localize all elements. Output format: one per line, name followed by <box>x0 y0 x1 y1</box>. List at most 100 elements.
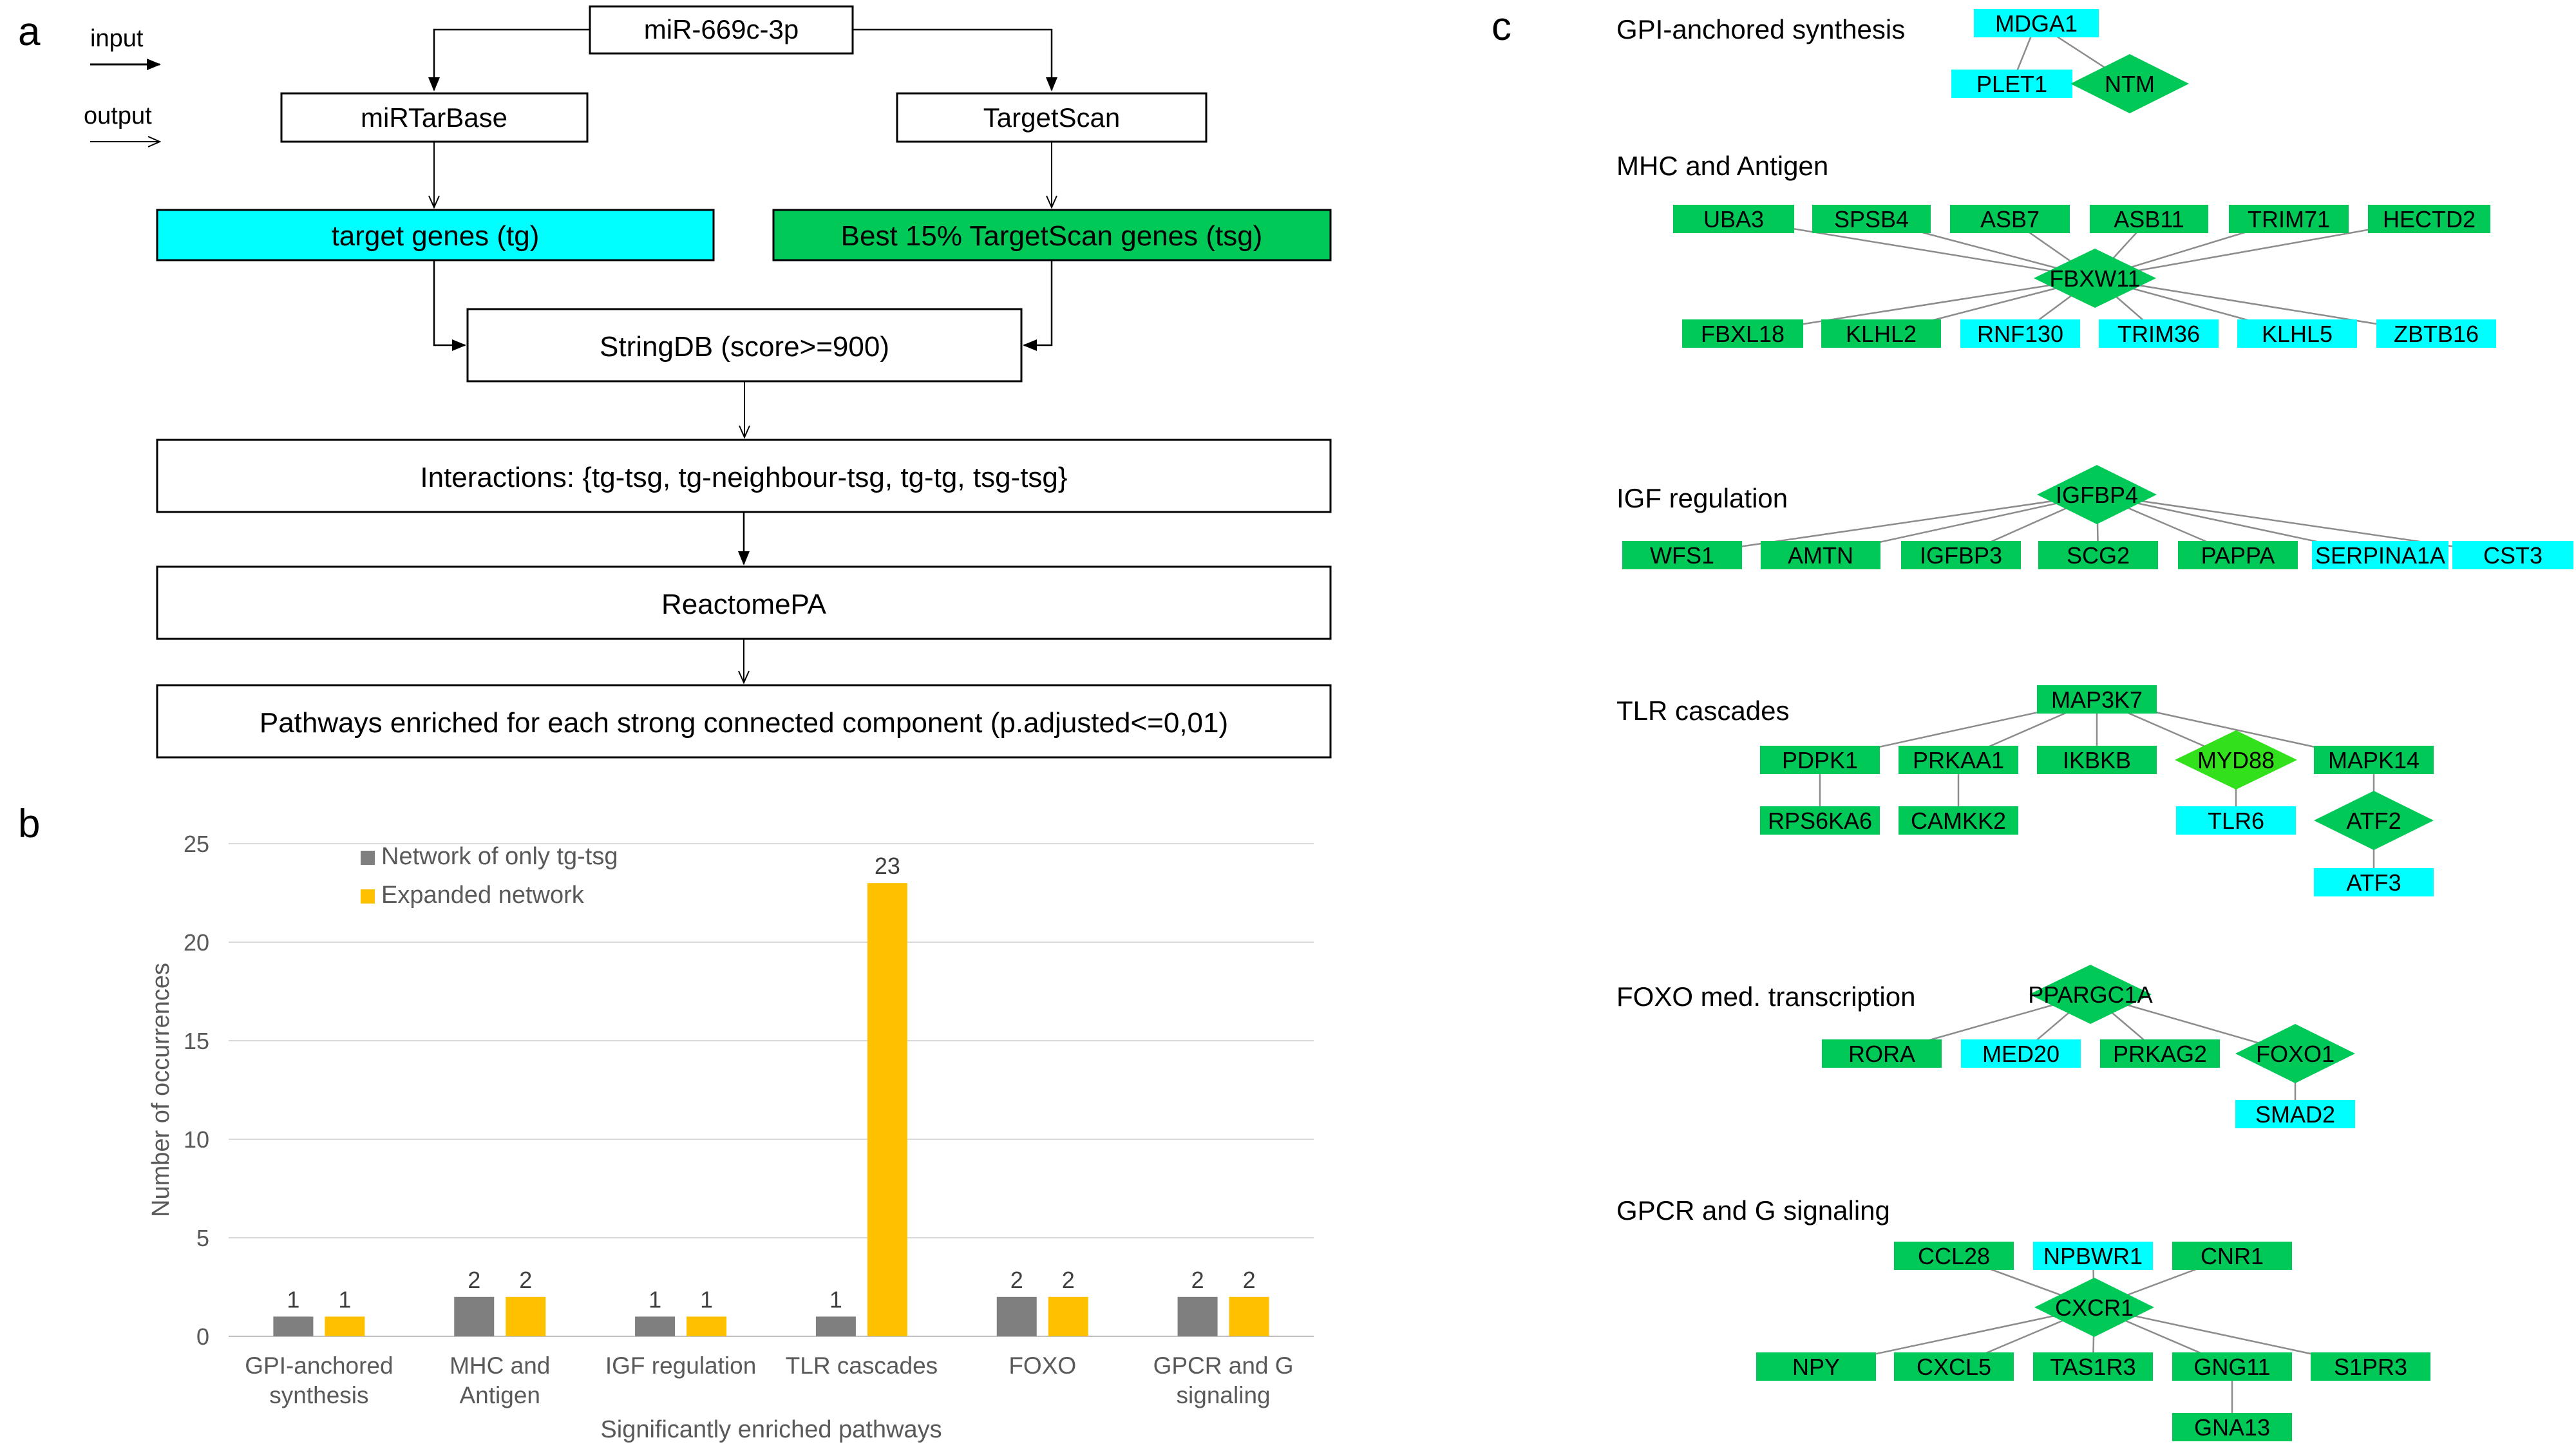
gene-node-rect <box>1756 1352 1876 1381</box>
bar <box>1177 1296 1218 1336</box>
gene-label: SPSB4 <box>1834 206 1909 232</box>
gene-node-diamond <box>2314 791 2434 850</box>
gene-label: CCL28 <box>1918 1243 1990 1269</box>
gene-node-rect <box>2229 205 2349 233</box>
gene-label: CST3 <box>2483 542 2543 569</box>
gene-label: ZBTB16 <box>2394 321 2479 347</box>
gene-node-rect <box>1760 806 1880 835</box>
gene-label: PDPK1 <box>1782 747 1858 773</box>
gene-label: MED20 <box>1982 1041 2060 1067</box>
y-tick-label: 25 <box>184 831 209 857</box>
panel-c: c GPI-anchored synthesis MHC and Antigen… <box>1492 5 2573 1441</box>
pathways-box <box>156 684 1332 759</box>
gene-label: MAPK14 <box>2328 747 2420 773</box>
gene-label: ATF3 <box>2346 869 2401 896</box>
gene-label: PRKAA1 <box>1913 747 2004 773</box>
bar <box>454 1296 495 1336</box>
gene-label: AMTN <box>1788 542 1853 569</box>
gene-label: SMAD2 <box>2255 1101 2335 1128</box>
panel-c-label: c <box>1492 5 1511 49</box>
network-group: CCL28 NPBWR1 CNR1 CXCR1 NPY CXCL5 TAS1R3 GNG11 S… <box>1756 1242 2430 1441</box>
arrow-tsg-to-stringdb <box>1023 260 1053 351</box>
y-tick-label: 10 <box>184 1126 209 1153</box>
gene-node-rect <box>2312 541 2448 569</box>
bar-value-label: 2 <box>1062 1267 1075 1293</box>
bar <box>687 1316 727 1336</box>
gene-node-rect <box>2237 319 2357 348</box>
x-tick-label: MHC and <box>450 1352 550 1379</box>
gene-label: ATF2 <box>2346 808 2401 834</box>
legend-label: Expanded network <box>381 882 585 909</box>
x-tick-label: signaling <box>1177 1382 1271 1408</box>
gene-label: TAS1R3 <box>2050 1354 2136 1380</box>
gene-node-rect <box>2314 868 2434 896</box>
gene-node-rect <box>2172 1242 2292 1270</box>
group-title-gpi: GPI-anchored synthesis <box>1616 14 1905 44</box>
networks: MDGA1 PLET1 NTM UBA3 SPSB4 ASB7 ASB11 TRIM71 HEC… <box>1622 9 2573 1441</box>
gene-label: NPY <box>1792 1354 1840 1380</box>
gene-node-rect <box>1951 70 2072 98</box>
bar-value-label: 1 <box>338 1286 351 1312</box>
gene-label: ASB7 <box>1980 206 2040 232</box>
gene-node-diamond <box>2175 730 2297 790</box>
gene-label: RORA <box>1848 1041 1915 1067</box>
gene-label: MYD88 <box>2197 747 2275 773</box>
bar-value-label: 1 <box>649 1286 661 1312</box>
gene-node-rect <box>1901 541 2021 569</box>
tsg-label: Best 15% TargetScan genes (tsg) <box>841 220 1263 252</box>
group-title-tlr: TLR cascades <box>1616 696 1789 726</box>
group-title-igf: IGF regulation <box>1616 483 1788 513</box>
arrow-mirna-to-mirtarbase <box>428 28 590 91</box>
gene-node-rect <box>1899 746 2018 774</box>
gene-node-diamond <box>2034 1278 2154 1337</box>
gene-node-rect <box>1894 1242 2014 1270</box>
gene-node-rect <box>2376 319 2496 348</box>
gene-node-diamond <box>2034 249 2156 308</box>
mirtarbase-label: miRTarBase <box>361 102 507 133</box>
tg-label: target genes (tg) <box>332 220 540 252</box>
gene-node-rect <box>1961 1039 2081 1068</box>
group-title-foxo: FOXO med. transcription <box>1616 981 1915 1012</box>
group-title-gpcr: GPCR and G signaling <box>1616 1195 1890 1226</box>
panel-b: b 0 5 10 15 20 25 1 1 GPI-anchored synthesis 2 2 MHC… <box>18 802 1314 1443</box>
gene-label: NPBWR1 <box>2043 1243 2143 1269</box>
x-tick-label: synthesis <box>269 1382 368 1408</box>
bar <box>1229 1296 1269 1336</box>
bar <box>815 1316 856 1336</box>
panel-b-label: b <box>18 802 40 846</box>
legend-swatch <box>361 851 375 865</box>
bar-value-label: 1 <box>700 1286 713 1312</box>
gene-node-rect <box>1673 205 1794 233</box>
gene-node-rect <box>1760 746 1880 774</box>
gene-label: CXCR1 <box>2055 1294 2134 1321</box>
x-tick-label: TLR cascades <box>786 1352 938 1379</box>
reactome-label: ReactomePA <box>661 589 827 620</box>
bar <box>325 1316 365 1336</box>
gene-label: GNA13 <box>2194 1414 2270 1441</box>
legend-output-label: output <box>84 102 152 129</box>
gene-node-rect <box>2038 541 2158 569</box>
gene-node-rect <box>2172 1352 2292 1381</box>
legend-input-label: input <box>90 25 144 52</box>
network-group: IGFBP4 WFS1 AMTN IGFBP3 SCG2 PAPPA SERPINA1A CS… <box>1622 465 2573 569</box>
gene-label: SCG2 <box>2067 542 2130 569</box>
panel-a-label: a <box>18 10 41 54</box>
gene-label: TLR6 <box>2208 808 2264 834</box>
x-tick-label: FOXO <box>1009 1352 1076 1379</box>
network-group: MAP3K7 PDPK1 PRKAA1 IKBKB MYD88 MAPK14 RPS6KA6… <box>1760 685 2434 896</box>
y-tick-label: 15 <box>184 1028 209 1054</box>
gene-node-rect <box>2033 1242 2153 1270</box>
tsg-box <box>772 209 1332 261</box>
gene-label: RPS6KA6 <box>1768 808 1872 834</box>
gene-node-rect <box>2033 1352 2153 1381</box>
panel-a: a input output miR-669c-3p miRTarBase Ta… <box>18 5 1332 759</box>
gene-label: WFS1 <box>1650 542 1714 569</box>
gene-node-rect <box>2452 541 2573 569</box>
gene-node-rect <box>2176 806 2296 835</box>
gene-node-rect <box>1821 319 1941 348</box>
mirtarbase-box <box>280 92 589 143</box>
gene-label: KLHL5 <box>2262 321 2333 347</box>
y-tick-label: 20 <box>184 929 209 956</box>
gene-node-rect <box>1950 205 2070 233</box>
gene-node-rect <box>2037 685 2157 714</box>
